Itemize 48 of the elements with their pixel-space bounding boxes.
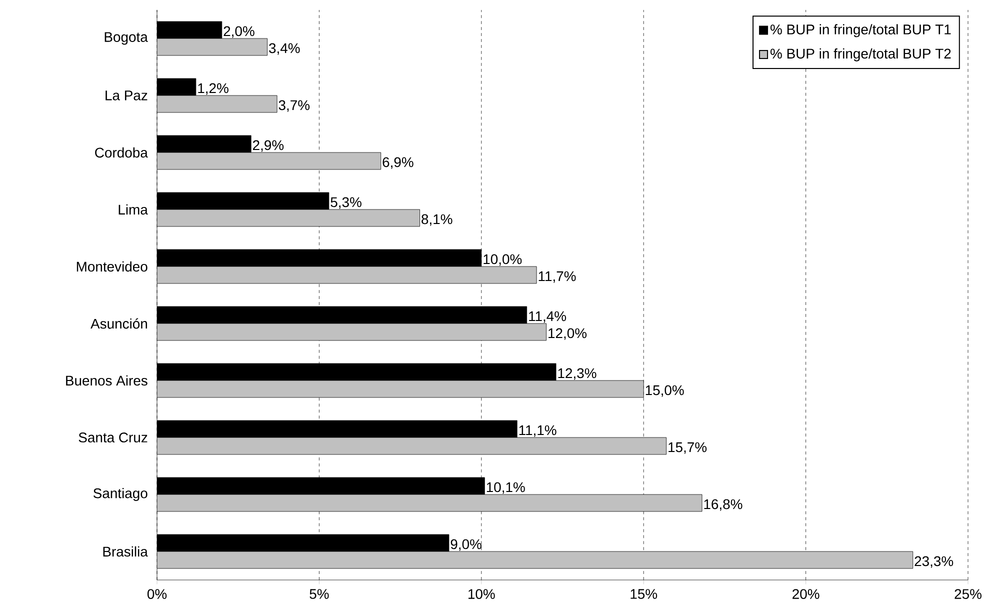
y-tick-label: Buenos Aires	[66, 375, 148, 386]
data-label: 6,9%	[382, 157, 414, 169]
y-tick-label: Santiago	[93, 488, 148, 501]
y-tick-label: Brasilia	[103, 546, 148, 557]
bar	[157, 266, 537, 284]
bar	[157, 551, 914, 569]
bar	[157, 152, 382, 170]
x-tick-label: 0%	[147, 589, 167, 599]
data-label: 1,2%	[198, 83, 228, 95]
data-label: 15,7%	[668, 442, 707, 454]
data-label: 10,0%	[484, 254, 522, 266]
bar	[157, 380, 644, 398]
data-label: 12,3%	[558, 368, 596, 380]
y-tick-label: Santa Cruz	[78, 432, 148, 442]
x-tick-label: 15%	[630, 589, 658, 599]
x-tick-label: 25%	[954, 589, 982, 599]
data-label: 8,1%	[422, 214, 452, 226]
data-label: 2,0%	[224, 26, 254, 38]
x-tick-label: 10%	[468, 589, 495, 599]
data-label: 11,4%	[529, 311, 566, 323]
data-label: 11,7%	[538, 271, 576, 283]
data-label: 11,1%	[519, 425, 556, 437]
y-tick-label: Cordoba	[95, 147, 148, 158]
bar	[157, 95, 278, 113]
y-tick-label: La Paz	[106, 90, 148, 100]
bar	[157, 323, 546, 341]
data-label: 23,3%	[914, 556, 954, 568]
data-label: 3,4%	[269, 43, 300, 55]
y-tick-label: Bogota	[104, 32, 148, 45]
legend-label: % BUP in fringe/total BUP T2	[770, 48, 951, 62]
data-label: 3,7%	[278, 100, 310, 112]
data-label: 10,1%	[486, 482, 525, 494]
legend-label: % BUP in fringe/total BUP T1	[770, 24, 951, 38]
y-tick-label: Lima	[118, 204, 148, 215]
x-tick-label: 20%	[792, 589, 820, 599]
x-tick-label: 5%	[310, 589, 329, 599]
data-label: 15,0%	[646, 385, 684, 397]
bar	[157, 209, 420, 227]
data-label: 16,8%	[704, 499, 742, 511]
data-label: 12,0%	[548, 328, 587, 340]
y-tick-label: Asunción	[90, 318, 147, 329]
bar	[157, 494, 702, 512]
bar	[157, 38, 268, 56]
data-label: 2,9%	[252, 140, 284, 152]
y-tick-label: Montevideo	[76, 261, 148, 272]
data-label: 9,0%	[450, 539, 482, 551]
data-label: 5,3%	[330, 197, 362, 209]
bar	[157, 437, 667, 455]
